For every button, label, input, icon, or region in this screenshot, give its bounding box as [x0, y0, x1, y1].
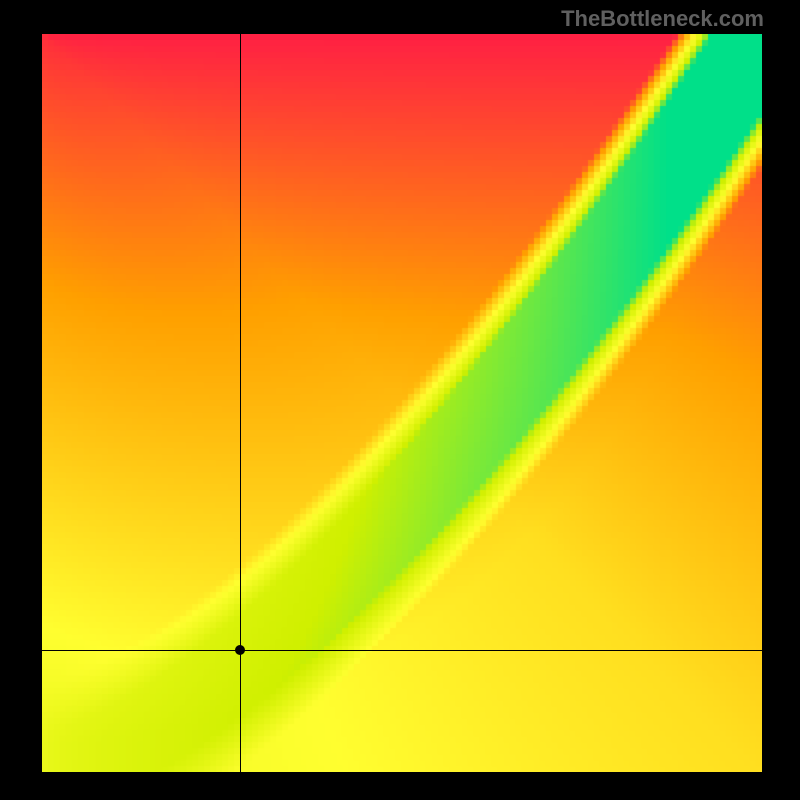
- watermark-text: TheBottleneck.com: [561, 6, 764, 32]
- crosshair-vertical: [240, 34, 241, 772]
- heatmap-canvas: [42, 34, 762, 772]
- target-dot: [235, 645, 245, 655]
- crosshair-horizontal: [42, 650, 762, 651]
- bottleneck-heatmap: [42, 34, 762, 772]
